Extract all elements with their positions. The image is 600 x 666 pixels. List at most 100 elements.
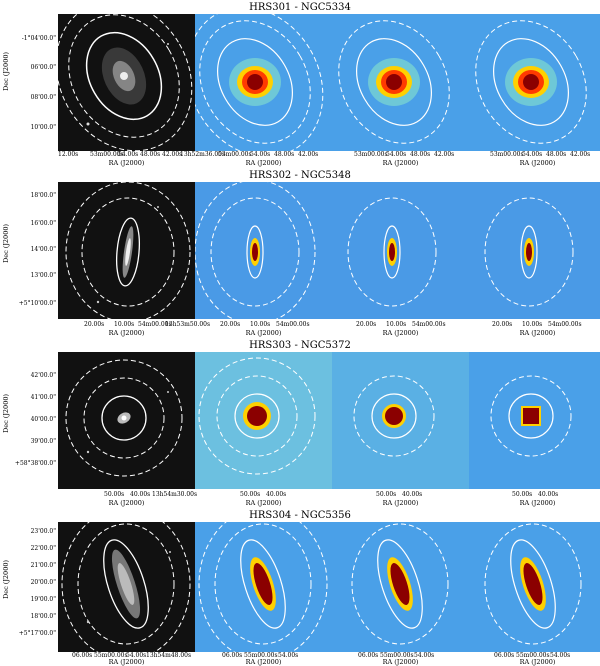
y-tick: 22'00.0" [30,545,56,552]
x-axis-label: RA (J2000) [245,499,282,507]
optical-image-panel [58,522,195,652]
map-panel-2 [332,182,469,319]
x-tick: 13h54m48.00s [146,652,192,659]
map-image [332,352,469,489]
x-tick: 54.00s [522,151,543,158]
y-tick: 21'00.0" [30,562,56,569]
y-tick: 18'00.0" [30,613,56,620]
optical-image [58,14,193,151]
x-axis-label: RA (J2000) [108,658,145,666]
y-tick: +5°17'00.0" [18,630,56,637]
y-tick: 06'00.0" [30,64,56,71]
x-tick: 10.00s [386,321,407,328]
x-axis-label: RA (J2000) [245,658,282,666]
map-panel-1 [195,182,332,319]
map-image [195,352,332,489]
x-tick: 54m00.00s [412,321,446,328]
y-tick: 10'00.0" [30,124,56,131]
map-panel-1 [195,14,332,151]
x-tick: 54.00s [126,652,147,659]
y-ticks: 18'00.0" 16'00.0" 14'00.0" 13'00.0" +5°1… [0,182,56,319]
x-axis-label: RA (J2000) [245,329,282,337]
map-panel-2 [332,522,469,652]
optical-image-panel [58,182,195,319]
x-tick: 20.00s [84,321,105,328]
map-image [469,522,600,652]
x-axis-label: RA (J2000) [382,159,419,167]
x-tick: 40.00s [402,491,423,498]
y-tick: +5°10'00.0" [18,300,56,307]
x-tick: 10.00s [522,321,543,328]
map-image [332,14,469,151]
x-tick: 54.00s [250,151,271,158]
x-tick: 10.00s [114,321,135,328]
x-tick: 13h53m50.00s [165,321,211,328]
x-axis-label: RA (J2000) [519,329,556,337]
x-axis-label: RA (J2000) [519,658,556,666]
y-tick: 19'00.0" [30,596,56,603]
x-tick: 54m00.00s [138,321,172,328]
x-axis-label: RA (J2000) [108,159,145,167]
x-tick: 53m00.00s [490,151,524,158]
x-tick: 48.00s [274,151,295,158]
panel-title: HRS303 - NGC5372 [249,340,351,351]
x-tick: 53m00.00s [218,151,252,158]
map-image [195,14,332,151]
x-tick: 50.00s [376,491,397,498]
x-tick: 53m00.00s [90,151,124,158]
map-image [332,522,469,652]
x-tick: 55m00.00s [244,652,278,659]
x-tick: 13h54m30.00s [152,491,198,498]
x-tick: 40.00s [130,491,151,498]
x-tick: 42.00s [570,151,591,158]
x-tick: 10.00s [250,321,271,328]
x-tick: 06.00s [494,652,515,659]
map-panel-3 [469,522,600,652]
x-tick: 48.00s [140,151,161,158]
row-hrs303: HRS303 - NGC5372 Dec (J2000) 42'00.0" 41… [0,338,600,507]
x-tick: 20.00s [220,321,241,328]
y-tick: 13'00.0" [30,272,56,279]
map-image [332,182,469,319]
y-tick: 20'00.0" [30,579,56,586]
x-tick: 40.00s [538,491,559,498]
x-tick: 48.00s [410,151,431,158]
y-tick: -1°04'00.0" [21,35,56,42]
map-image [195,522,332,652]
panel-title: HRS301 - NGC5334 [249,2,351,13]
map-image [469,352,600,489]
x-axis-label: RA (J2000) [108,499,145,507]
y-tick: 41'00.0" [30,394,56,401]
y-tick: 39'00.0" [30,438,56,445]
y-ticks: 42'00.0" 41'00.0" 40'00.0" 39'00.0" +58°… [0,352,56,489]
y-tick: 40'00.0" [30,416,56,423]
x-tick: 55m00.00s [94,652,128,659]
panel-title: HRS302 - NGC5348 [249,170,351,181]
x-axis-label: RA (J2000) [382,329,419,337]
x-tick: 42.00s [298,151,319,158]
y-tick: 08'00.0" [30,94,56,101]
x-tick: 54m00.00s [276,321,310,328]
x-tick: 12.00s [58,151,79,158]
optical-image [61,522,191,652]
map-panel-1 [195,522,332,652]
x-tick: 50.00s [240,491,261,498]
x-tick: 53m00.00s [354,151,388,158]
x-tick: 50.00s [512,491,533,498]
map-panel-3 [469,14,600,151]
row-hrs302: HRS302 - NGC5348 Dec (J2000) 18'00.0" 16… [0,168,600,337]
y-tick: 23'00.0" [30,528,56,535]
y-ticks: 23'00.0" 22'00.0" 21'00.0" 20'00.0" 19'0… [0,522,56,659]
y-tick: 42'00.0" [30,372,56,379]
y-tick: +58°38'00.0" [14,460,56,467]
x-tick: 06.00s [72,652,93,659]
x-axis-label: RA (J2000) [519,499,556,507]
optical-image-panel [58,14,195,151]
x-tick: 06.00s [222,652,243,659]
x-tick: 06.00s [358,652,379,659]
x-tick: 55m00.00s [516,652,550,659]
y-tick: 18'00.0" [30,192,56,199]
x-tick: 40.00s [266,491,287,498]
row-hrs301: HRS301 - NGC5334 Dec (J2000) -1°04'00.0"… [0,0,600,167]
x-tick: 20.00s [492,321,513,328]
